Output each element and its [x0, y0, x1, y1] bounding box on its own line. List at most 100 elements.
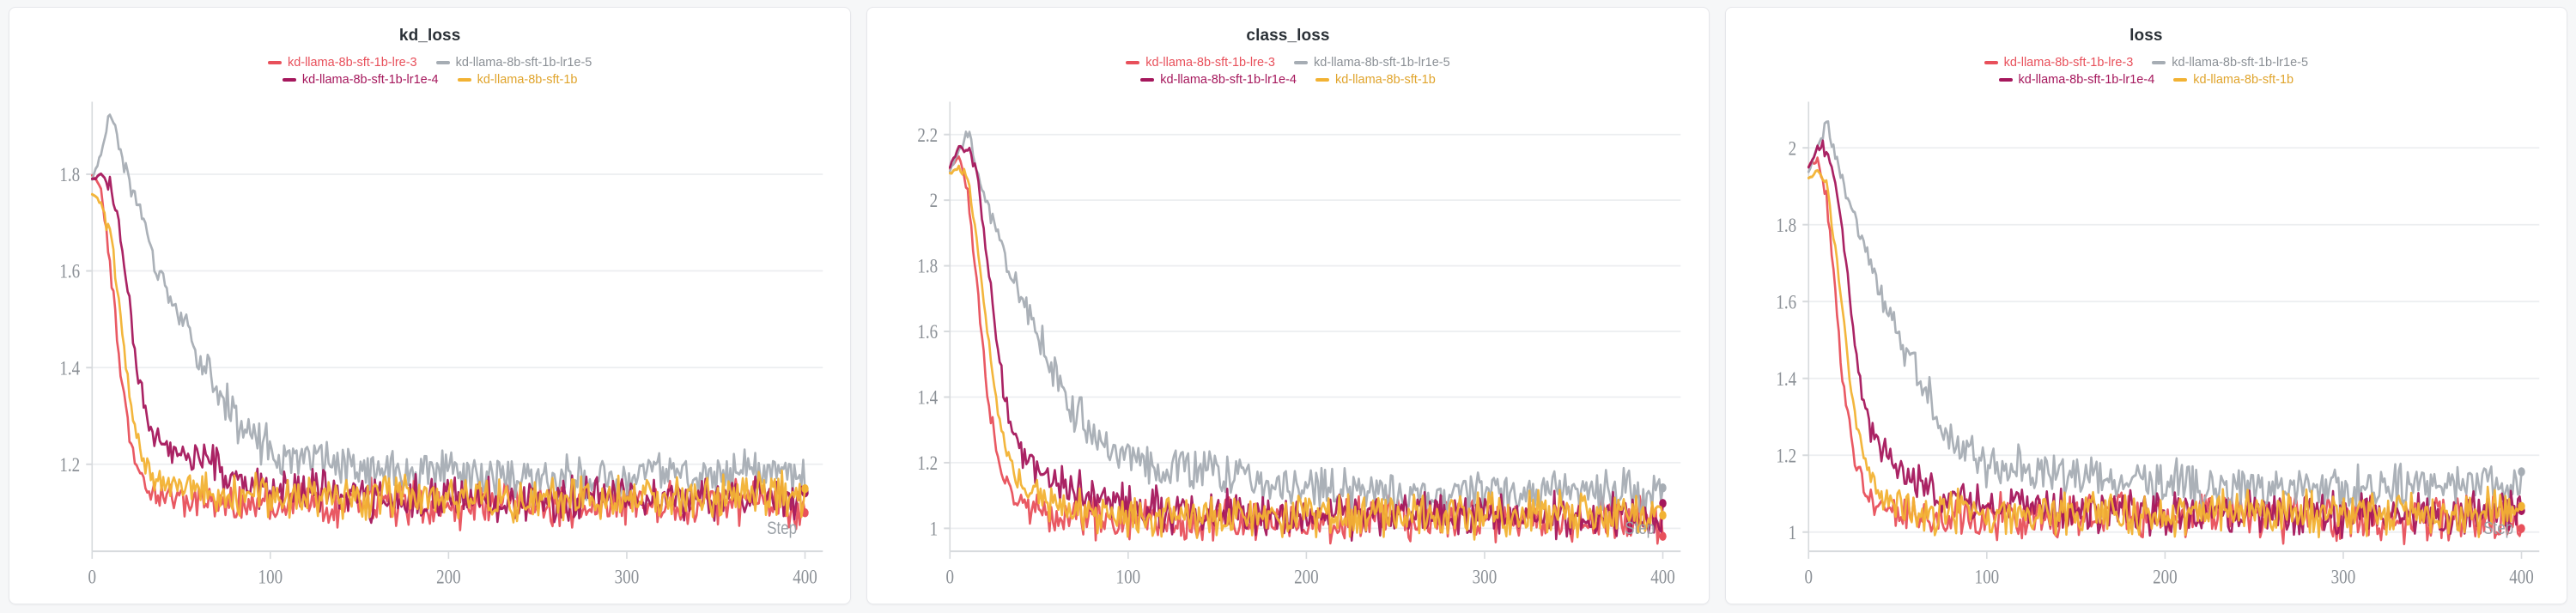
svg-text:100: 100	[258, 566, 283, 588]
legend-item-label: kd-llama-8b-sft-1b-lre-3	[1145, 56, 1275, 70]
series-line	[1807, 120, 2523, 513]
line-chart-svg[interactable]: 1 1.2 1.4 1.6 1.8 2 2.2 0 100 200 300 400 Step	[883, 95, 1692, 598]
svg-text:300: 300	[1473, 566, 1498, 588]
plot-area[interactable]: 1 1.2 1.4 1.6 1.8 2 2.2 0 100 200 300 400 Step	[883, 95, 1692, 598]
legend-swatch-icon	[1984, 61, 1998, 64]
svg-text:1: 1	[930, 518, 939, 540]
legend-item-sft-1b[interactable]: kd-llama-8b-sft-1b	[2173, 73, 2293, 87]
legend-loss: kd-llama-8b-sft-1b-lre-3 kd-llama-8b-sft…	[1726, 56, 2567, 87]
legend-item-lr1e-5[interactable]: kd-llama-8b-sft-1b-lr1e-5	[1293, 56, 1450, 70]
svg-text:2: 2	[1788, 137, 1796, 159]
x-axis-label: Step	[1625, 519, 1655, 539]
legend-item-label: kd-llama-8b-sft-1b-lr1e-5	[1313, 56, 1450, 70]
series-line	[90, 173, 806, 531]
page-title: kd_loss	[398, 27, 461, 45]
svg-text:2: 2	[930, 189, 939, 211]
svg-text:1.6: 1.6	[59, 260, 80, 282]
svg-text:1: 1	[1788, 521, 1796, 543]
chart-panel-loss[interactable]: loss kd-llama-8b-sft-1b-lre-3 kd-llama-8…	[1724, 7, 2567, 604]
svg-text:1.2: 1.2	[59, 453, 80, 476]
legend-item-lre-3[interactable]: kd-llama-8b-sft-1b-lre-3	[1984, 56, 2134, 70]
legend-swatch-icon	[1126, 61, 1140, 64]
svg-text:0: 0	[1804, 566, 1813, 588]
line-chart-svg[interactable]: 1 1.2 1.4 1.6 1.8 2 0 100 200 300 400 Step	[1741, 95, 2551, 598]
series-line	[90, 192, 806, 524]
series-endpoint-marker	[2517, 467, 2525, 476]
legend-swatch-icon	[2173, 78, 2188, 82]
x-axis-label: Step	[767, 519, 797, 539]
svg-text:400: 400	[2509, 566, 2534, 588]
series-line	[949, 164, 1665, 541]
chart-panel-class-loss[interactable]: class_loss kd-llama-8b-sft-1b-lre-3 kd-l…	[866, 7, 1710, 604]
legend-swatch-icon	[435, 61, 450, 64]
svg-text:300: 300	[2330, 566, 2355, 588]
legend-item-lr1e-5[interactable]: kd-llama-8b-sft-1b-lr1e-5	[2152, 56, 2308, 70]
legend-swatch-icon	[1998, 78, 2013, 82]
svg-text:200: 200	[436, 566, 461, 588]
svg-text:1.8: 1.8	[918, 255, 939, 277]
svg-text:1.6: 1.6	[918, 320, 939, 343]
legend-item-label: kd-llama-8b-sft-1b-lre-3	[287, 56, 417, 70]
legend-item-lr1e-4[interactable]: kd-llama-8b-sft-1b-lr1e-4	[1998, 73, 2155, 87]
legend-swatch-icon	[282, 78, 296, 82]
series-line	[949, 144, 1665, 543]
legend-item-label: kd-llama-8b-sft-1b	[2193, 73, 2294, 87]
legend-row: kd-llama-8b-sft-1b-lre-3 kd-llama-8b-sft…	[1984, 56, 2308, 70]
svg-text:100: 100	[1116, 566, 1141, 588]
series-endpoint-marker	[1659, 499, 1668, 508]
series-endpoint-marker	[2517, 524, 2525, 533]
svg-text:1.8: 1.8	[59, 163, 80, 185]
series-endpoint-marker	[801, 483, 809, 494]
x-axis-label: Step	[2483, 519, 2513, 539]
line-chart-svg[interactable]: 1.2 1.4 1.6 1.8 0 100 200 300 400 Step	[25, 95, 835, 598]
legend-item-lr1e-4[interactable]: kd-llama-8b-sft-1b-lr1e-4	[282, 73, 439, 87]
legend-row: kd-llama-8b-sft-1b-lr1e-4 kd-llama-8b-sf…	[1998, 73, 2293, 87]
legend-item-label: kd-llama-8b-sft-1b-lr1e-4	[2018, 73, 2155, 87]
svg-text:1.4: 1.4	[59, 356, 80, 379]
legend-item-label: kd-llama-8b-sft-1b-lr1e-4	[301, 73, 439, 87]
series-endpoint-marker	[1659, 510, 1668, 520]
legend-item-label: kd-llama-8b-sft-1b-lr1e-4	[1160, 73, 1297, 87]
series-endpoint-marker	[2517, 501, 2525, 512]
legend-kd-loss: kd-llama-8b-sft-1b-lre-3 kd-llama-8b-sft…	[9, 56, 850, 87]
svg-text:200: 200	[1294, 566, 1319, 588]
legend-swatch-icon	[267, 61, 282, 64]
plot-area[interactable]: 1.2 1.4 1.6 1.8 0 100 200 300 400 Step	[25, 95, 835, 598]
legend-item-label: kd-llama-8b-sft-1b-lr1e-5	[2172, 56, 2309, 70]
legend-row: kd-llama-8b-sft-1b-lre-3 kd-llama-8b-sft…	[267, 56, 592, 70]
legend-item-label: kd-llama-8b-sft-1b	[1334, 73, 1436, 87]
svg-text:1.8: 1.8	[1776, 214, 1796, 236]
legend-swatch-icon	[1140, 78, 1155, 82]
legend-item-label: kd-llama-8b-sft-1b-lre-3	[2003, 56, 2134, 70]
legend-item-sft-1b[interactable]: kd-llama-8b-sft-1b	[1315, 73, 1436, 87]
legend-item-lr1e-5[interactable]: kd-llama-8b-sft-1b-lr1e-5	[435, 56, 592, 70]
chart-panel-kd-loss[interactable]: kd_loss kd-llama-8b-sft-1b-lre-3 kd-llam…	[9, 7, 852, 604]
page-title: loss	[2129, 27, 2163, 45]
legend-item-lr1e-4[interactable]: kd-llama-8b-sft-1b-lr1e-4	[1140, 73, 1297, 87]
legend-item-sft-1b[interactable]: kd-llama-8b-sft-1b	[457, 73, 578, 87]
legend-swatch-icon	[457, 78, 471, 82]
legend-item-label: kd-llama-8b-sft-1b-lr1e-5	[455, 56, 592, 70]
legend-row: kd-llama-8b-sft-1b-lr1e-4 kd-llama-8b-sf…	[1140, 73, 1436, 87]
svg-text:1.2: 1.2	[918, 452, 939, 474]
legend-row: kd-llama-8b-sft-1b-lre-3 kd-llama-8b-sft…	[1126, 56, 1450, 70]
svg-text:300: 300	[615, 566, 640, 588]
svg-text:1.4: 1.4	[918, 386, 939, 409]
legend-swatch-icon	[2152, 61, 2166, 64]
legend-item-lre-3[interactable]: kd-llama-8b-sft-1b-lre-3	[1126, 56, 1275, 70]
series-endpoint-marker	[1659, 483, 1668, 493]
series-line	[90, 113, 806, 502]
svg-text:1.4: 1.4	[1776, 367, 1796, 390]
svg-text:2.2: 2.2	[918, 124, 939, 146]
svg-text:100: 100	[1974, 566, 1999, 588]
svg-text:400: 400	[793, 566, 817, 588]
svg-text:400: 400	[1651, 566, 1676, 588]
svg-text:0: 0	[88, 566, 97, 588]
plot-area[interactable]: 1 1.2 1.4 1.6 1.8 2 0 100 200 300 400 Step	[1741, 95, 2551, 598]
legend-item-lre-3[interactable]: kd-llama-8b-sft-1b-lre-3	[267, 56, 417, 70]
legend-class-loss: kd-llama-8b-sft-1b-lre-3 kd-llama-8b-sft…	[867, 56, 1708, 87]
series-line	[949, 130, 1665, 518]
legend-item-label: kd-llama-8b-sft-1b	[477, 73, 578, 87]
svg-text:1.2: 1.2	[1776, 444, 1796, 466]
